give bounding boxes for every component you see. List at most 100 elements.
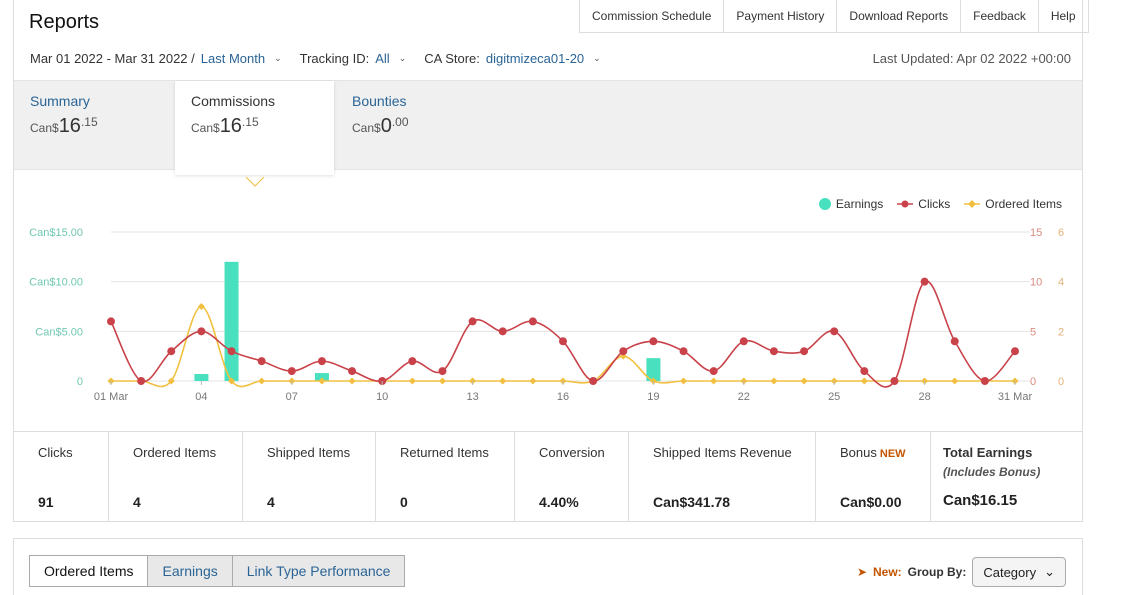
detail-tabs: Ordered Items Earnings Link Type Perform… [29, 555, 406, 587]
y-tick-label-ordered: 4 [1058, 277, 1064, 289]
filter-row: Mar 01 2022 - Mar 31 2022 / Last Month ⌄ … [30, 51, 613, 66]
earnings-bar [224, 261, 239, 381]
chevron-down-icon: ⌄ [1044, 564, 1055, 579]
legend-clicks[interactable]: Clicks [897, 197, 950, 211]
tab-summary[interactable]: Summary Can$16.15 [14, 81, 174, 171]
x-tick-label: 04 [195, 391, 207, 403]
x-tick-label: 13 [466, 391, 478, 403]
tab-link-type-performance[interactable]: Link Type Performance [231, 556, 405, 586]
group-by-label: Group By: [907, 565, 967, 579]
y-tick-label-clicks: 5 [1030, 326, 1036, 338]
payment-history-button[interactable]: Payment History [723, 0, 836, 32]
stat-shipped-items: Shipped Items 4 [243, 432, 376, 521]
store-label: CA Store: [424, 51, 480, 66]
y-tick-label-clicks: 0 [1030, 376, 1036, 388]
clicks-point [980, 377, 989, 385]
tab-bounties[interactable]: Bounties Can$0.00 [336, 81, 496, 171]
stat-shipped-revenue: Shipped Items Revenue Can$341.78 [629, 432, 816, 521]
stat-conversion: Conversion 4.40% [515, 432, 629, 521]
chart-legend: Earnings Clicks Ordered Items [818, 197, 1062, 211]
rocket-icon: ➤ [856, 565, 867, 579]
ordered-items-point [680, 377, 688, 385]
tab-ordered-items[interactable]: Ordered Items [30, 556, 148, 586]
ordered-items-point [529, 377, 537, 385]
clicks-point [348, 367, 357, 376]
clicks-point [167, 347, 176, 356]
help-button[interactable]: Help [1037, 0, 1088, 32]
stat-clicks: Clicks 91 [14, 432, 109, 521]
legend-ordered-items[interactable]: Ordered Items [964, 197, 1062, 211]
download-reports-button[interactable]: Download Reports [836, 0, 960, 32]
clicks-point [317, 357, 326, 366]
last-updated-text: Last Updated: Apr 02 2022 +00:00 [872, 51, 1071, 66]
clicks-point [769, 347, 778, 356]
y-tick-label-ordered: 6 [1058, 227, 1064, 239]
clicks-point [830, 327, 839, 336]
earnings-chart: Can$15.00 15 6 Can$10.00 10 4 Can$5.00 5 2 0 0 0 01 … [14, 171, 1082, 431]
store-dropdown[interactable]: digitmizeca01-20 [485, 51, 585, 66]
y-tick-label-ordered: 2 [1058, 326, 1064, 338]
earnings-bar [646, 358, 661, 381]
commission-schedule-button[interactable]: Commission Schedule [592, 9, 712, 23]
clicks-point [137, 377, 146, 385]
x-tick-label: 25 [828, 391, 840, 403]
clicks-point [408, 357, 417, 366]
group-by-select[interactable]: Category ⌄ [972, 557, 1066, 587]
clicks-point [107, 317, 115, 326]
active-tab-pointer [245, 176, 265, 187]
chevron-down-icon[interactable]: ⌄ [593, 53, 601, 63]
tab-summary-label: Summary [30, 93, 90, 109]
tracking-id-dropdown[interactable]: All [375, 51, 390, 66]
x-tick-label: 01 Mar [94, 391, 129, 403]
clicks-point [468, 317, 477, 326]
ordered-items-line [110, 305, 1015, 388]
ordered-items-point [860, 377, 868, 385]
stat-total-earnings: Total Earnings (Includes Bonus) Can$16.1… [943, 445, 1041, 509]
date-range-text: Mar 01 2022 - Mar 31 2022 / [30, 51, 195, 66]
clicks-point [709, 367, 718, 376]
ordered-items-point [197, 303, 205, 310]
x-tick-label: 22 [738, 391, 750, 403]
legend-earnings[interactable]: Earnings [818, 197, 883, 211]
x-tick-label: 16 [557, 391, 569, 403]
new-badge: NEW [879, 448, 906, 460]
y-tick-label-earnings: Can$5.00 [35, 326, 83, 338]
ordered-items-point [348, 377, 356, 385]
ordered-items-point [167, 377, 175, 385]
x-tick-label: 10 [376, 391, 388, 403]
y-tick-label-clicks: 10 [1030, 277, 1042, 289]
clicks-line [110, 280, 1016, 388]
group-by-control: ➤ New: Group By: Category ⌄ [857, 557, 1066, 587]
ordered-items-point [258, 377, 266, 385]
x-tick-label: 31 Mar [998, 391, 1033, 403]
earnings-bar [194, 374, 209, 381]
ordered-items-point [951, 377, 959, 385]
clicks-point [559, 337, 567, 346]
page-title: Reports [29, 11, 100, 33]
date-preset-dropdown[interactable]: Last Month [200, 51, 266, 66]
tracking-id-label: Tracking ID: [299, 51, 370, 66]
y-tick-label-ordered: 0 [1058, 376, 1064, 388]
y-tick-label-clicks: 15 [1030, 227, 1042, 239]
clicks-point [1011, 347, 1019, 356]
clicks-point [498, 327, 507, 336]
tab-bounties-label: Bounties [352, 93, 407, 109]
ordered-items-point [770, 377, 778, 385]
clicks-point [739, 337, 748, 346]
chevron-down-icon[interactable]: ⌄ [274, 53, 282, 63]
clicks-point [800, 347, 809, 356]
clicks-point [528, 317, 537, 326]
y-tick-label-earnings: Can$15.00 [29, 227, 83, 239]
chevron-down-icon[interactable]: ⌄ [398, 53, 407, 63]
x-tick-label: 07 [286, 391, 298, 403]
ordered-items-point [499, 377, 507, 385]
tab-earnings[interactable]: Earnings [147, 556, 232, 586]
feedback-button[interactable]: Feedback [960, 0, 1038, 32]
clicks-point [920, 277, 929, 286]
commissions-amount: Can$16.15 [191, 115, 259, 137]
clicks-point [950, 337, 959, 346]
tab-commissions[interactable]: Commissions Can$16.15 [175, 81, 334, 175]
x-tick-label: 28 [918, 391, 930, 403]
clicks-point [227, 347, 236, 356]
clicks-point [890, 377, 899, 385]
